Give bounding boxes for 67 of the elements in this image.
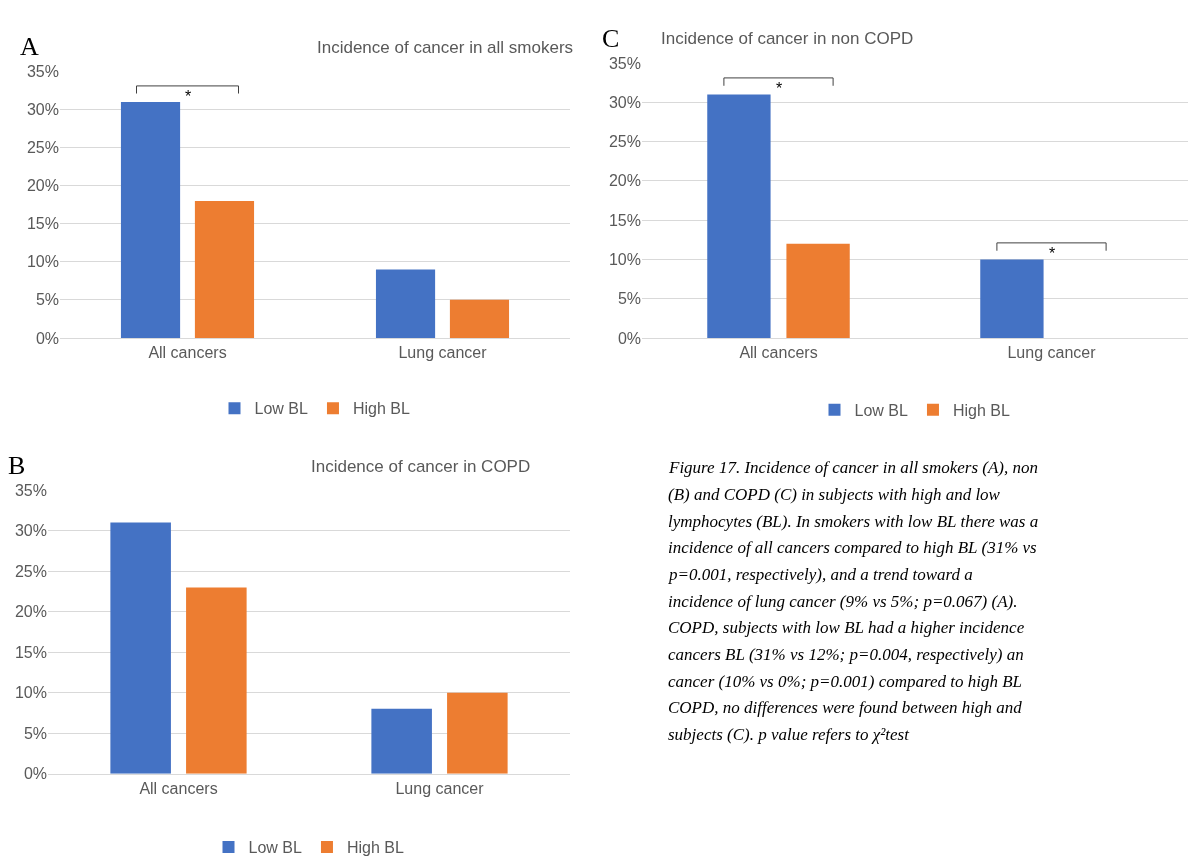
- x-tick-label: Lung cancer: [398, 344, 488, 362]
- y-tick-label: 10%: [26, 253, 59, 271]
- chart-title: Incidence of cancer in non COPD: [661, 29, 914, 48]
- legend-label: Low BL: [854, 402, 908, 420]
- y-tick-label: 0%: [23, 765, 47, 783]
- y-tick-label: 10%: [608, 250, 641, 268]
- x-tick-label: All cancers: [739, 344, 818, 362]
- text: p=0.001, respectively), and a trend toward a: [668, 565, 973, 584]
- bar: [707, 94, 771, 338]
- text: C: [602, 24, 620, 53]
- text: COPD, subjects with low BL had a higher incidence: [668, 618, 1025, 637]
- bar: [447, 692, 508, 774]
- bar: [980, 259, 1044, 338]
- chart-title: Incidence of cancer in COPD: [311, 457, 531, 476]
- bar: [186, 587, 247, 774]
- annotation: *: [1049, 245, 1056, 262]
- text: A: [20, 32, 39, 61]
- y-tick-label: 10%: [14, 684, 47, 702]
- y-tick-label: 25%: [608, 133, 641, 151]
- y-tick-label: 30%: [26, 101, 59, 119]
- bar: [110, 522, 171, 774]
- bar: [371, 708, 432, 774]
- caption: Figure 17. Incidence of cancer in all smokers (A), non: [668, 458, 1039, 477]
- y-tick-label: 25%: [14, 562, 47, 580]
- bar: [375, 269, 436, 338]
- legend-label: Low BL: [254, 400, 308, 418]
- text: cancer (10% vs 0%; p=0.001) compared to high BL: [668, 672, 1023, 691]
- legend-label: Low BL: [248, 839, 302, 857]
- y-tick-label: 5%: [35, 291, 59, 309]
- legend-label: High BL: [352, 400, 410, 418]
- text: cancers BL (31% vs 12%; p=0.004, respectively) an: [668, 645, 1024, 664]
- text: COPD, no differences were found between high and: [668, 698, 1023, 717]
- y-tick-label: 5%: [617, 290, 641, 308]
- annotation: *: [185, 88, 192, 105]
- bar: [194, 200, 255, 338]
- y-tick-label: 0%: [35, 329, 59, 347]
- y-tick-label: 30%: [608, 93, 641, 111]
- y-tick-label: 0%: [617, 329, 641, 347]
- y-tick-label: 15%: [26, 215, 59, 233]
- legend-label: High BL: [952, 402, 1010, 420]
- x-tick-label: Lung cancer: [1007, 344, 1097, 362]
- y-tick-label: 20%: [26, 177, 59, 195]
- y-tick-label: 35%: [14, 481, 47, 499]
- bar: [449, 299, 510, 338]
- y-tick-label: 5%: [23, 724, 47, 742]
- text: lymphocytes (BL). In smokers with low BL there was a: [668, 512, 1039, 531]
- y-tick-label: 20%: [14, 603, 47, 621]
- y-tick-label: 20%: [608, 172, 641, 190]
- text: B: [8, 451, 26, 480]
- text: incidence of all cancers compared to high BL (31% vs: [668, 538, 1038, 557]
- chart-title: Incidence of cancer in all smokers: [317, 38, 574, 57]
- legend-label: High BL: [346, 839, 404, 857]
- y-tick-label: 30%: [14, 522, 47, 540]
- x-tick-label: All cancers: [148, 344, 227, 362]
- x-tick-label: Lung cancer: [395, 779, 485, 797]
- x-tick-label: All cancers: [139, 779, 218, 797]
- text: incidence of lung cancer (9% vs 5%; p=0.067) (A).: [668, 592, 1018, 611]
- text: subjects (C). p value refers to χ²test: [668, 725, 911, 744]
- y-tick-label: 35%: [608, 54, 641, 72]
- annotation: *: [776, 80, 783, 97]
- bar: [786, 243, 850, 338]
- y-tick-label: 25%: [26, 139, 59, 157]
- y-tick-label: 15%: [14, 643, 47, 661]
- bar: [120, 101, 181, 338]
- y-tick-label: 35%: [26, 63, 59, 81]
- text: (B) and COPD (C) in subjects with high and low: [668, 485, 1001, 504]
- y-tick-label: 15%: [608, 211, 641, 229]
